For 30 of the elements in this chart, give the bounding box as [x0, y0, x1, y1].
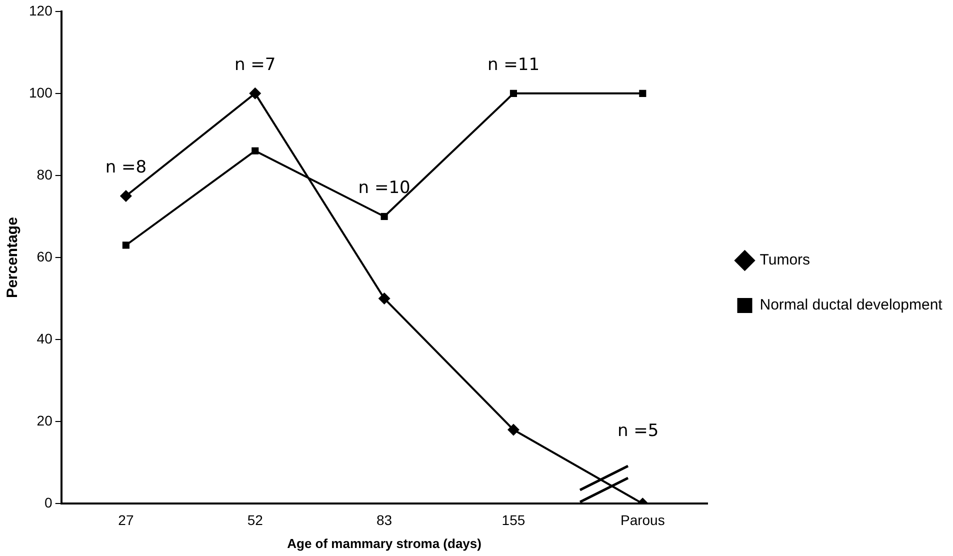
point [120, 190, 132, 202]
x-tick-label: 83 [376, 512, 392, 528]
x-axis-title: Age of mammary stroma (days) [287, 536, 482, 551]
y-tick-label: 20 [36, 412, 53, 428]
point [378, 292, 390, 305]
point [510, 90, 518, 97]
point [380, 212, 388, 220]
x-tick-label: Parous [620, 512, 665, 528]
annotation: n =11 [487, 54, 540, 75]
annotation: n =5 [617, 421, 659, 442]
point [249, 87, 262, 100]
y-axis-title: Percentage [4, 217, 22, 298]
x-tick-label: 27 [118, 512, 134, 528]
y-tick-label: 100 [29, 84, 53, 100]
x-tick-label: 155 [502, 512, 526, 528]
annotation: n =7 [234, 54, 276, 75]
legend-label: Normal ductal development [760, 296, 944, 314]
y-tick-label: 0 [44, 494, 53, 510]
y-tick-label: 60 [36, 248, 53, 264]
point [122, 242, 130, 249]
point [252, 147, 259, 154]
point [507, 424, 520, 436]
y-tick-label: 120 [29, 2, 53, 18]
x-tick-label: 52 [247, 512, 264, 528]
y-tick-label: 80 [36, 166, 53, 182]
y-tick-label: 40 [36, 330, 53, 346]
annotation: n =8 [105, 157, 147, 178]
annotation: n =10 [358, 178, 410, 198]
point [639, 90, 646, 97]
legend-label: Tumors [760, 252, 810, 269]
